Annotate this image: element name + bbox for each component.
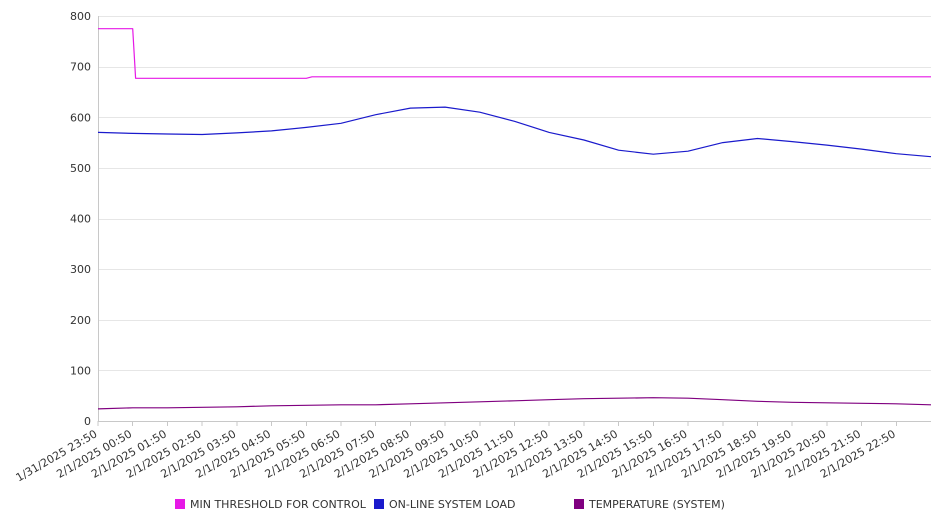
gridlines <box>98 16 931 371</box>
legend-swatch <box>574 499 584 509</box>
y-tick-label: 800 <box>70 10 91 23</box>
legend-item: MIN THRESHOLD FOR CONTROL <box>175 498 366 511</box>
y-tick-label: 600 <box>70 111 91 124</box>
series-line-on-line-system-load <box>97 106 932 158</box>
series-line-min-threshold-for-control <box>98 28 931 79</box>
legend-label: TEMPERATURE (SYSTEM) <box>589 498 725 511</box>
y-tick-label: 400 <box>70 213 91 226</box>
y-tick-label: 0 <box>84 415 91 428</box>
legend-label: MIN THRESHOLD FOR CONTROL <box>190 498 366 511</box>
legend-swatch <box>175 499 185 509</box>
y-tick-label: 200 <box>70 314 91 327</box>
legend-item: TEMPERATURE (SYSTEM) <box>574 498 725 511</box>
y-tick-label: 100 <box>70 364 91 377</box>
series-lines <box>97 28 932 410</box>
y-tick-label: 500 <box>70 162 91 175</box>
legend-item: ON-LINE SYSTEM LOAD <box>374 498 515 511</box>
series-line-temperature-system <box>97 397 932 410</box>
legend-swatch <box>374 499 384 509</box>
legend-label: ON-LINE SYSTEM LOAD <box>389 498 516 511</box>
y-tick-label: 700 <box>70 61 91 74</box>
y-tick-label: 300 <box>70 263 91 276</box>
